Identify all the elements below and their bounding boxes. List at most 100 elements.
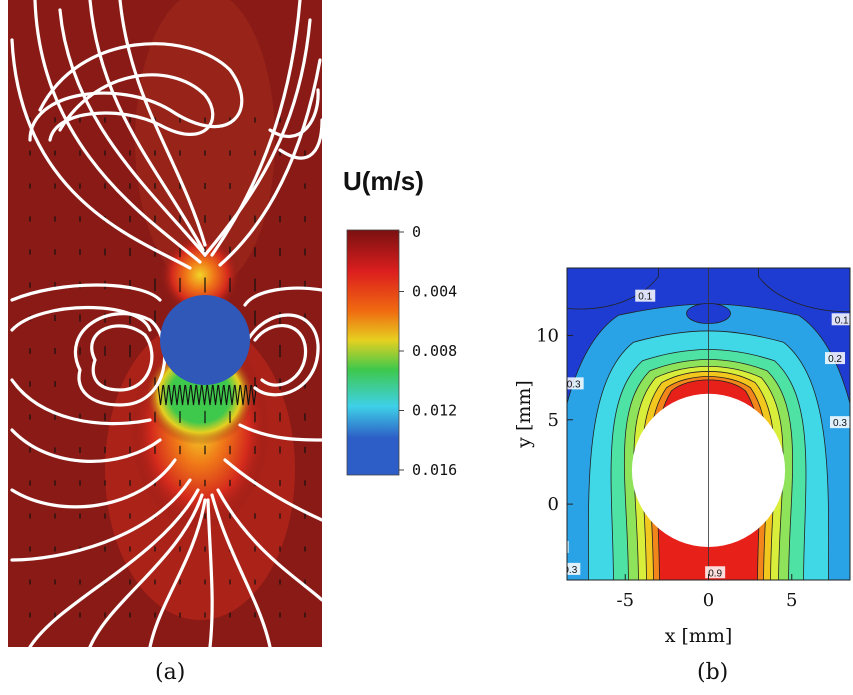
contour-label: 0.2 — [550, 432, 564, 443]
streamline — [48, 73, 215, 142]
contour-label-box — [567, 540, 569, 553]
streamline — [243, 313, 320, 397]
axis-ticks: -5 0 5 0 5 10 — [536, 325, 797, 611]
contour-label-box — [567, 377, 584, 390]
contour-label: 0.1 — [638, 292, 652, 303]
streamline — [210, 493, 272, 647]
contour-label: 0.3 — [833, 418, 847, 429]
contour-labels: 0.10.10.20.30.30.20.10.20.30.40.90.8 0.5 0… — [550, 289, 850, 603]
streamline — [238, 423, 322, 442]
wake-vector — [168, 384, 175, 406]
colorbar-tick-label: 0 — [412, 223, 421, 241]
colorbar-scale — [346, 229, 400, 476]
wake-vector — [157, 384, 164, 406]
y-tick-label: 5 — [548, 410, 559, 431]
streamline — [278, 118, 322, 160]
streamline — [253, 324, 308, 387]
x-tick-label: -5 — [616, 590, 634, 611]
upper-right-pocket — [758, 268, 850, 313]
streamline — [88, 493, 204, 647]
contour-label: 0.4 — [577, 590, 591, 601]
panel-b-contour: 0.10.10.20.30.30.20.10.20.30.40.90.8 0.5 0… — [513, 267, 851, 647]
x-axis-label: x [mm] — [665, 625, 733, 647]
wake-vector — [190, 384, 197, 406]
contour-label: 0.2 — [828, 354, 842, 365]
wake-vector — [250, 384, 258, 406]
streamline — [28, 488, 200, 647]
contour-label-box — [567, 562, 581, 575]
contour-label: 0.3 — [825, 590, 839, 601]
contour-label: 0.2 — [552, 543, 566, 554]
caption-a: (a) — [155, 660, 186, 685]
caption-b: (b) — [697, 660, 729, 685]
x-tick-label: 0 — [703, 590, 714, 611]
obstacle-circle — [160, 295, 250, 385]
wake-vector — [239, 384, 247, 406]
contour-label-box — [574, 588, 594, 600]
contour-label: 0.9 — [708, 568, 722, 579]
streamline — [10, 283, 162, 302]
wake-vector — [234, 384, 241, 406]
y-tick-label: 10 — [536, 325, 559, 346]
contour-line — [610, 349, 807, 580]
streamline — [10, 38, 192, 270]
y-axis-label: y [mm] — [513, 380, 535, 449]
wake-vector — [162, 384, 170, 406]
contour-label-box — [830, 416, 850, 429]
streamline — [10, 428, 162, 463]
streamline — [216, 488, 322, 602]
streamline — [10, 458, 177, 509]
y-tick-label: 0 — [548, 494, 559, 515]
wake-vector — [173, 384, 181, 406]
panel-a-flow-field — [8, 0, 322, 647]
streamline — [28, 42, 244, 142]
wake-vector — [217, 384, 225, 406]
contour-label-box — [567, 429, 568, 442]
colorbar-tick-label: 0.016 — [412, 461, 457, 479]
wake-vector — [184, 384, 192, 406]
contour-label: 0.1 — [835, 315, 849, 326]
wake-vector — [223, 384, 230, 406]
contour-label-box — [822, 588, 842, 600]
wake-vector — [228, 384, 236, 406]
streamline — [268, 88, 320, 138]
colorbar-tick-label: 0.008 — [412, 342, 457, 360]
contour-label-box — [825, 352, 846, 365]
colorbar-title: U(m/s) — [343, 166, 424, 196]
x-tick-label: 5 — [786, 590, 797, 611]
wake-vector — [179, 384, 186, 406]
colorbar-tick-label: 0.012 — [412, 402, 457, 420]
streamline — [10, 305, 152, 332]
streamline — [10, 478, 192, 562]
wake-vector — [206, 384, 214, 406]
streamline — [118, 0, 207, 247]
streamline — [243, 286, 322, 307]
wake-vector — [201, 384, 208, 406]
contour-label: 0.3 — [563, 565, 577, 576]
contour-label-box — [831, 313, 850, 326]
streamline — [88, 0, 205, 252]
streamline — [223, 458, 322, 522]
contour-label: 0.3 — [567, 379, 581, 390]
upper-left-pocket — [567, 268, 659, 310]
streamline — [10, 378, 152, 426]
streamline — [206, 498, 214, 647]
streamline — [148, 498, 207, 647]
contour-label-box — [720, 590, 740, 602]
colorbar: U(m/s) 0 0.004 0.008 0.012 0.016 — [343, 166, 457, 479]
streamline — [210, 0, 302, 257]
contour-label-box — [705, 566, 726, 579]
wake-vector — [212, 384, 219, 406]
streamline — [218, 58, 322, 267]
colorbar-ticks: 0 0.004 0.008 0.012 0.016 — [399, 223, 457, 479]
wake-vector — [195, 384, 203, 406]
streamline — [33, 0, 202, 264]
streamlines — [10, 0, 322, 647]
contour-line — [587, 330, 830, 580]
contour-label-box — [635, 289, 656, 302]
wake-vector — [245, 384, 252, 406]
contour-label: 0.8 — [723, 592, 737, 603]
streamline — [90, 324, 154, 392]
colorbar-tick-label: 0.004 — [412, 283, 457, 301]
